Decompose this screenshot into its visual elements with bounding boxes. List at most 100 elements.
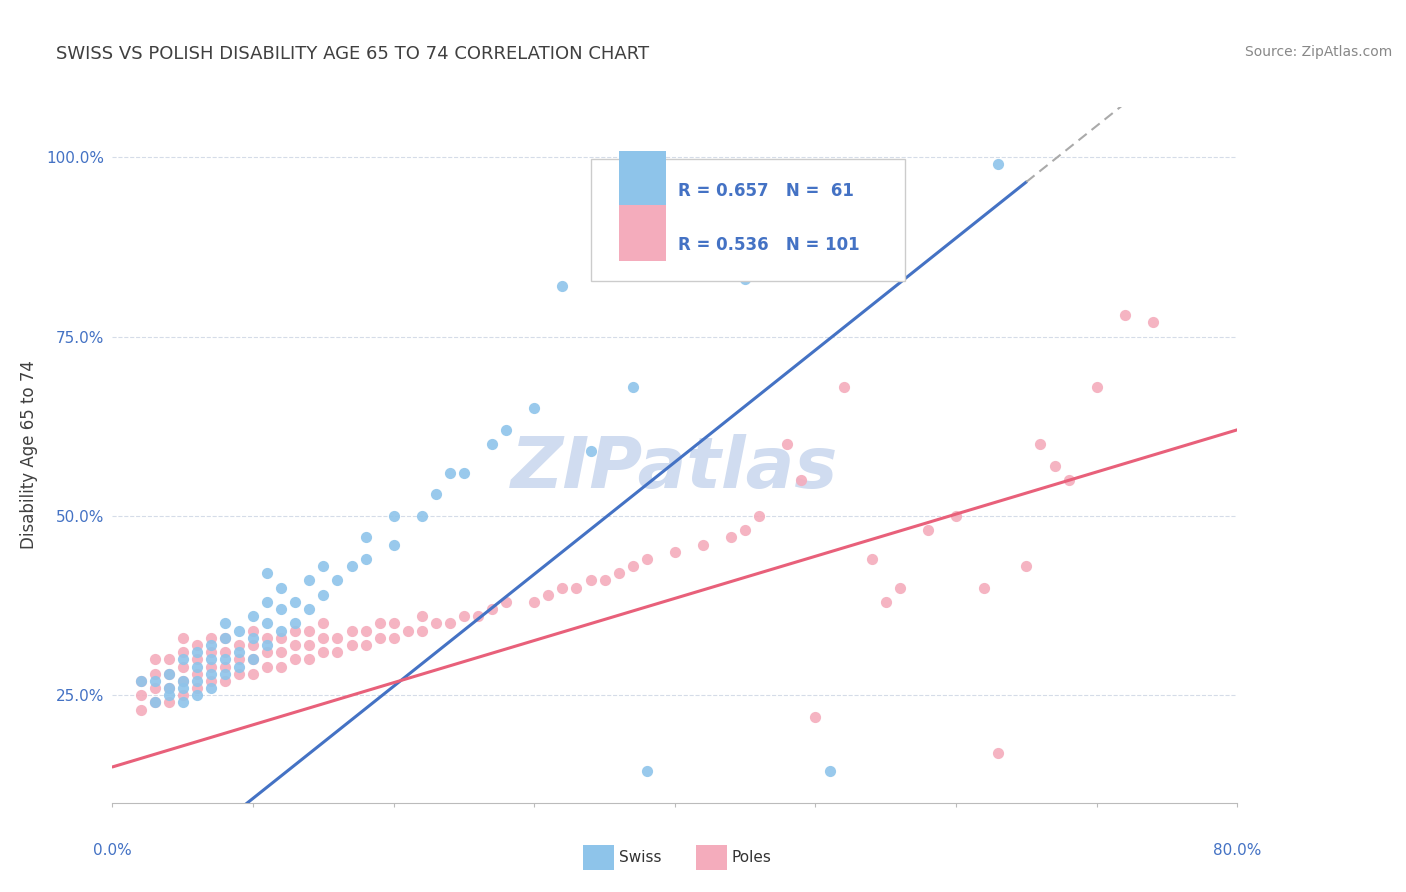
Text: R = 0.657   N =  61: R = 0.657 N = 61 [678, 182, 853, 200]
Bar [619, 205, 666, 261]
Point [270, 659, 292, 673]
Point [340, 638, 363, 652]
Point [790, 473, 813, 487]
Text: Swiss: Swiss [619, 850, 661, 864]
Point [860, 552, 883, 566]
Point [1057, 473, 1080, 487]
Point [354, 552, 377, 566]
Point [973, 581, 995, 595]
Point [143, 695, 166, 709]
Point [214, 631, 236, 645]
Point [664, 545, 686, 559]
Point [298, 602, 321, 616]
Point [453, 466, 475, 480]
Point [565, 581, 588, 595]
Point [1043, 458, 1066, 473]
Point [354, 624, 377, 638]
Point [242, 652, 264, 666]
Text: ZIPatlas: ZIPatlas [512, 434, 838, 503]
Point [411, 624, 433, 638]
Point [157, 688, 180, 702]
Point [143, 666, 166, 681]
Point [481, 437, 503, 451]
Point [312, 645, 335, 659]
Point [425, 487, 447, 501]
Point [1114, 308, 1136, 322]
Point [340, 559, 363, 574]
Point [256, 631, 278, 645]
Point [214, 631, 236, 645]
Point [129, 673, 152, 688]
Point [256, 645, 278, 659]
Point [242, 638, 264, 652]
Point [172, 673, 194, 688]
Point [720, 530, 742, 544]
Point [200, 638, 222, 652]
Point [157, 681, 180, 695]
Point [748, 508, 770, 523]
Point [172, 681, 194, 695]
Point [621, 380, 644, 394]
Point [270, 624, 292, 638]
Point [298, 624, 321, 638]
Point [636, 764, 658, 778]
Point [214, 659, 236, 673]
Point [495, 423, 517, 437]
Point [382, 538, 405, 552]
Point [425, 616, 447, 631]
Point [270, 581, 292, 595]
Point [129, 688, 152, 702]
Point [1015, 559, 1038, 574]
Point [143, 673, 166, 688]
Point [214, 666, 236, 681]
Point [186, 688, 208, 702]
Point [467, 609, 489, 624]
Point [200, 631, 222, 645]
Point [214, 652, 236, 666]
Text: SWISS VS POLISH DISABILITY AGE 65 TO 74 CORRELATION CHART: SWISS VS POLISH DISABILITY AGE 65 TO 74 … [56, 45, 650, 62]
Point [1029, 437, 1052, 451]
Point [776, 437, 799, 451]
Point [270, 645, 292, 659]
Point [214, 673, 236, 688]
Point [987, 157, 1010, 171]
Point [200, 681, 222, 695]
Point [354, 530, 377, 544]
Point [284, 616, 307, 631]
Point [411, 609, 433, 624]
Point [242, 609, 264, 624]
Point [312, 616, 335, 631]
Y-axis label: Disability Age 65 to 74: Disability Age 65 to 74 [20, 360, 38, 549]
Point [143, 681, 166, 695]
Point [439, 616, 461, 631]
Point [172, 673, 194, 688]
Point [228, 652, 250, 666]
Point [270, 602, 292, 616]
Point [1085, 380, 1108, 394]
Point [270, 631, 292, 645]
Point [593, 574, 616, 588]
Text: R = 0.536   N = 101: R = 0.536 N = 101 [678, 235, 860, 254]
Point [368, 631, 391, 645]
Point [129, 673, 152, 688]
Point [172, 645, 194, 659]
Point [186, 652, 208, 666]
Point [284, 624, 307, 638]
Point [228, 638, 250, 652]
Point [284, 652, 307, 666]
Point [242, 652, 264, 666]
Point [551, 279, 574, 293]
Point [242, 666, 264, 681]
Point [143, 695, 166, 709]
Point [284, 638, 307, 652]
Point [312, 588, 335, 602]
Point [495, 595, 517, 609]
Point [157, 666, 180, 681]
Point [312, 559, 335, 574]
Point [256, 595, 278, 609]
Point [157, 681, 180, 695]
Text: 0.0%: 0.0% [93, 843, 132, 858]
Point [396, 624, 419, 638]
Point [200, 645, 222, 659]
Point [875, 595, 897, 609]
